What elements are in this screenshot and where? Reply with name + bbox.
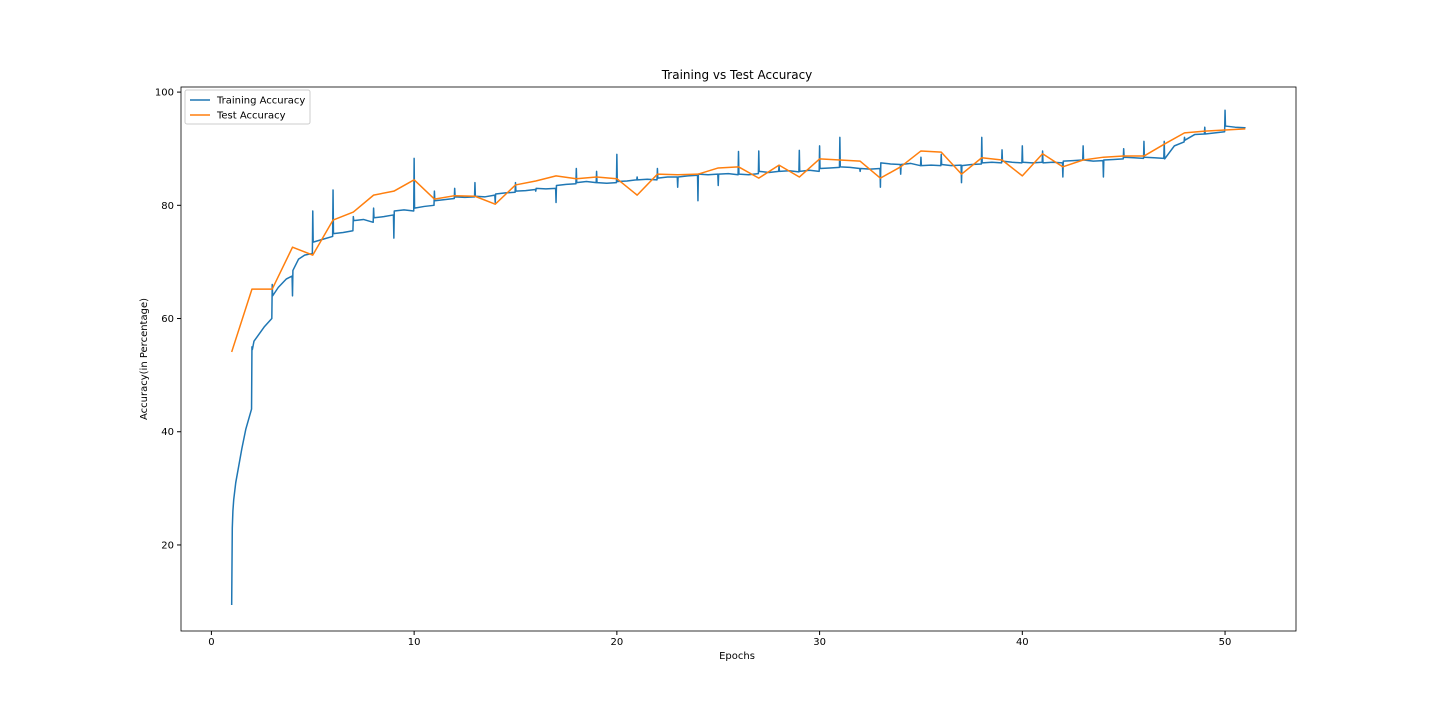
x-tick-label: 20 (610, 637, 623, 648)
line-series (230, 109, 1246, 605)
y-tick-label: 80 (161, 201, 174, 212)
line-series (230, 128, 1246, 353)
legend-label: Training Accuracy (216, 96, 305, 107)
chart-title: Training vs Test Accuracy (661, 68, 813, 82)
legend-box (184, 89, 311, 125)
y-tick-label: 20 (161, 540, 174, 551)
x-tick-label: 0 (208, 637, 214, 648)
x-tick-label: 10 (408, 637, 421, 648)
y-axis-label: Accuracy(in Percentage) (139, 298, 150, 420)
x-tick-label: 40 (1016, 637, 1029, 648)
x-axis-label: Epochs (719, 651, 755, 662)
y-tick-label: 100 (155, 88, 174, 99)
x-tick-label: 30 (813, 637, 826, 648)
axes-frame (180, 86, 1297, 632)
y-tick-label: 60 (161, 314, 174, 325)
x-tick-label: 50 (1219, 637, 1232, 648)
y-tick-label: 40 (161, 427, 174, 438)
legend-label: Test Accuracy (216, 111, 286, 122)
